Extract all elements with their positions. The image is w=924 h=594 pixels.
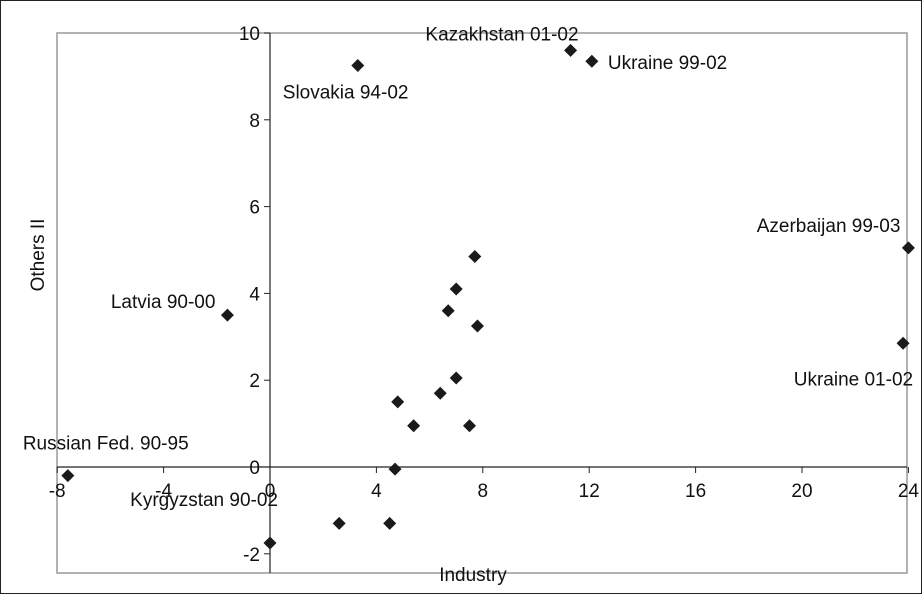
x-tick-label: 16 (685, 481, 706, 502)
data-point (332, 516, 346, 530)
point-label: Latvia 90-00 (111, 292, 216, 313)
y-axis-title: Others II (28, 219, 49, 292)
y-tick-label: 2 (249, 371, 260, 392)
point-labels: Russian Fed. 90-95 Latvia 90-00 Kyrgyzstan… (23, 24, 913, 511)
point-label: Kazakhstan 01-02 (425, 24, 578, 45)
data-point (585, 54, 599, 68)
data-point (351, 59, 365, 73)
data-point (449, 371, 463, 385)
data-point (220, 308, 234, 322)
data-point (470, 319, 484, 333)
data-point (61, 469, 75, 483)
plot-area (56, 32, 908, 574)
y-tick-label: 0 (249, 458, 260, 479)
x-tick-label: 20 (791, 481, 812, 502)
point-label: Slovakia 94-02 (283, 83, 409, 104)
data-points (61, 43, 915, 550)
x-tick-label: 0 (265, 481, 276, 502)
data-point (468, 250, 482, 264)
y-tick-label: 10 (239, 24, 260, 45)
data-point (901, 241, 915, 255)
data-point (407, 419, 421, 433)
point-label: Kyrgyzstan 90-02 (130, 490, 278, 511)
x-tick-label: 8 (478, 481, 489, 502)
point-label: Russian Fed. 90-95 (23, 434, 189, 455)
data-point (463, 419, 476, 433)
point-label: Azerbaijan 99-03 (757, 216, 901, 237)
y-tick-label: 6 (249, 198, 260, 219)
data-point (263, 536, 277, 550)
data-point (391, 395, 405, 409)
point-label: Ukraine 01-02 (794, 369, 913, 390)
x-tick-label: -8 (49, 481, 66, 502)
data-point (433, 386, 447, 400)
x-tick-label: -4 (155, 481, 172, 502)
data-point (449, 282, 463, 296)
x-axis-title: Industry (439, 565, 507, 586)
data-point (383, 516, 397, 530)
x-tick-label: 12 (579, 481, 600, 502)
point-label: Ukraine 99-02 (608, 53, 727, 74)
data-point (896, 336, 910, 350)
data-point (388, 462, 402, 476)
data-point (564, 43, 578, 57)
y-tick-label: 4 (249, 284, 260, 305)
data-point (441, 304, 455, 318)
y-tick-label: -2 (243, 545, 260, 566)
y-tick-label: 8 (249, 111, 260, 132)
x-tick-label: 4 (371, 481, 382, 502)
x-tick-label: 24 (898, 481, 920, 502)
